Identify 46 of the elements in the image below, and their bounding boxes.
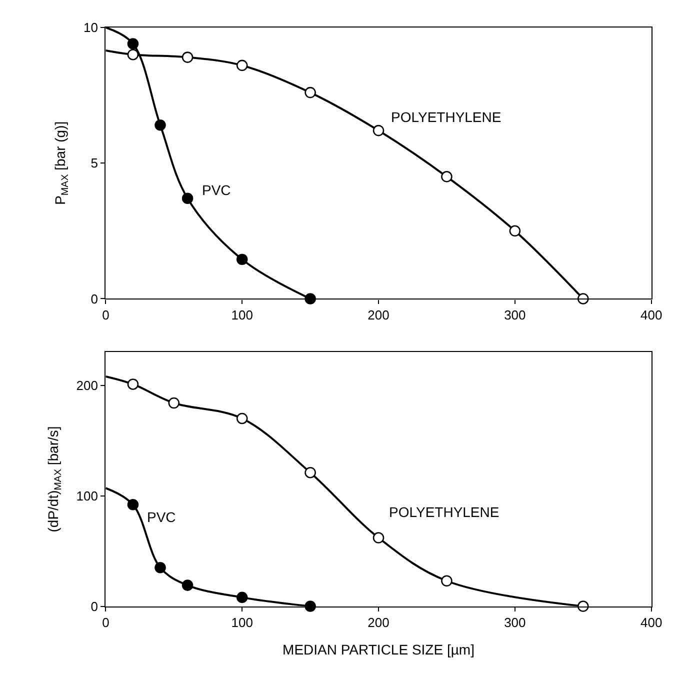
x-tick-label: 0 (102, 615, 110, 630)
point (577, 293, 589, 304)
point (577, 600, 589, 612)
point (127, 38, 139, 50)
point (182, 580, 194, 591)
x-tick-label: 0 (102, 307, 110, 322)
series-label: PVC (202, 182, 231, 198)
point (304, 293, 316, 304)
x-tick-label: 300 (504, 615, 526, 630)
x-tick-label: 100 (231, 615, 253, 630)
series-label: PVC (147, 509, 176, 525)
x-tick-label: 200 (368, 615, 390, 630)
point (304, 466, 316, 478)
point (154, 119, 166, 131)
x-tick-label: 100 (231, 307, 253, 322)
point (168, 397, 180, 409)
y-tick-label: 200 (76, 378, 98, 393)
point (304, 86, 316, 98)
series-label: POLYETHYLENE (391, 109, 502, 125)
x-tick-label: 300 (504, 307, 526, 322)
point (441, 575, 452, 587)
y-tick-label: 5 (90, 156, 98, 171)
y-tick-label: 0 (90, 291, 98, 306)
y-tick-label: 10 (83, 20, 98, 36)
x-axis-title: MEDIAN PARTICLE SIZE [µm] (282, 641, 474, 658)
x-tick-label: 200 (368, 307, 390, 322)
x-tick-label: 400 (640, 307, 662, 322)
point (127, 498, 139, 510)
point (304, 600, 316, 612)
point (127, 378, 139, 390)
x-tick-label: 400 (640, 615, 662, 630)
point (236, 60, 248, 72)
point (182, 192, 194, 204)
point (236, 412, 248, 424)
point (372, 124, 384, 136)
point (182, 52, 194, 63)
series-label: POLYETHYLENE (389, 504, 500, 520)
point (509, 225, 521, 237)
y-tick-label: 0 (90, 598, 98, 614)
point (236, 254, 248, 266)
point (127, 48, 139, 60)
point (372, 532, 384, 544)
point (154, 562, 166, 574)
y-tick-label: 100 (76, 488, 98, 504)
point (441, 171, 452, 182)
point (236, 592, 248, 604)
